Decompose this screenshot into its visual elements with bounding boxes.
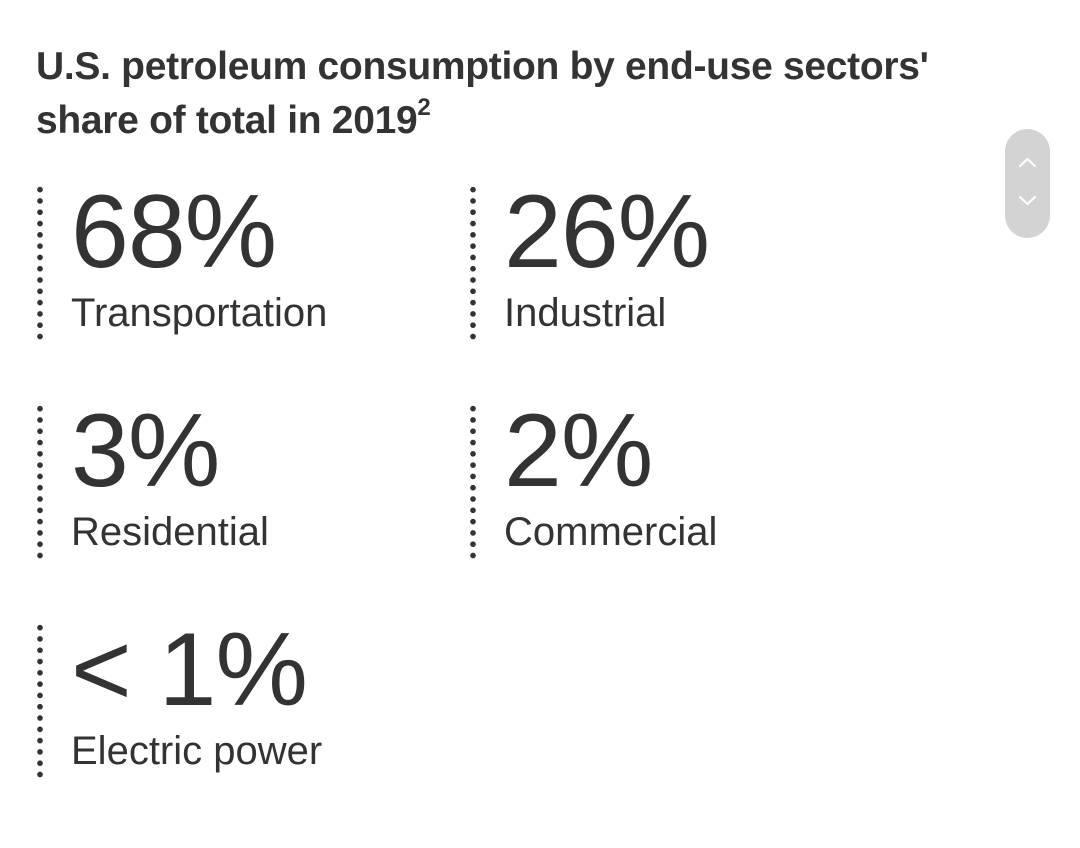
title-text: U.S. petroleum consumption by end-use se… bbox=[36, 45, 929, 142]
stat-value: 2% bbox=[504, 393, 653, 509]
stat-label: Commercial bbox=[504, 510, 718, 554]
chevron-up-icon bbox=[1018, 157, 1037, 168]
stat-transportation: 68% Transportation bbox=[37, 176, 437, 344]
stat-residential: 3% Residential bbox=[37, 395, 437, 563]
stat-value: 26% bbox=[504, 174, 710, 290]
scroll-up-button[interactable] bbox=[1005, 143, 1050, 183]
stat-electric-power: < 1% Electric power bbox=[37, 614, 437, 782]
dotted-divider bbox=[470, 403, 476, 563]
page-title: U.S. petroleum consumption by end-use se… bbox=[36, 40, 996, 148]
stat-value: < 1% bbox=[71, 612, 308, 728]
dotted-divider bbox=[37, 403, 43, 563]
dotted-divider bbox=[37, 622, 43, 782]
stat-value: 68% bbox=[71, 174, 277, 290]
stat-value: 3% bbox=[71, 393, 220, 509]
stat-label: Industrial bbox=[504, 291, 667, 335]
stat-commercial: 2% Commercial bbox=[470, 395, 870, 563]
stat-industrial: 26% Industrial bbox=[470, 176, 870, 344]
dotted-divider bbox=[37, 184, 43, 344]
stat-label: Electric power bbox=[71, 729, 323, 773]
scroll-widget bbox=[1005, 129, 1050, 238]
footnote-marker[interactable]: 2 bbox=[417, 94, 431, 121]
chevron-down-icon bbox=[1018, 195, 1037, 206]
stat-label: Transportation bbox=[71, 291, 328, 335]
stat-label: Residential bbox=[71, 510, 269, 554]
scroll-down-button[interactable] bbox=[1005, 184, 1050, 224]
dotted-divider bbox=[470, 184, 476, 344]
